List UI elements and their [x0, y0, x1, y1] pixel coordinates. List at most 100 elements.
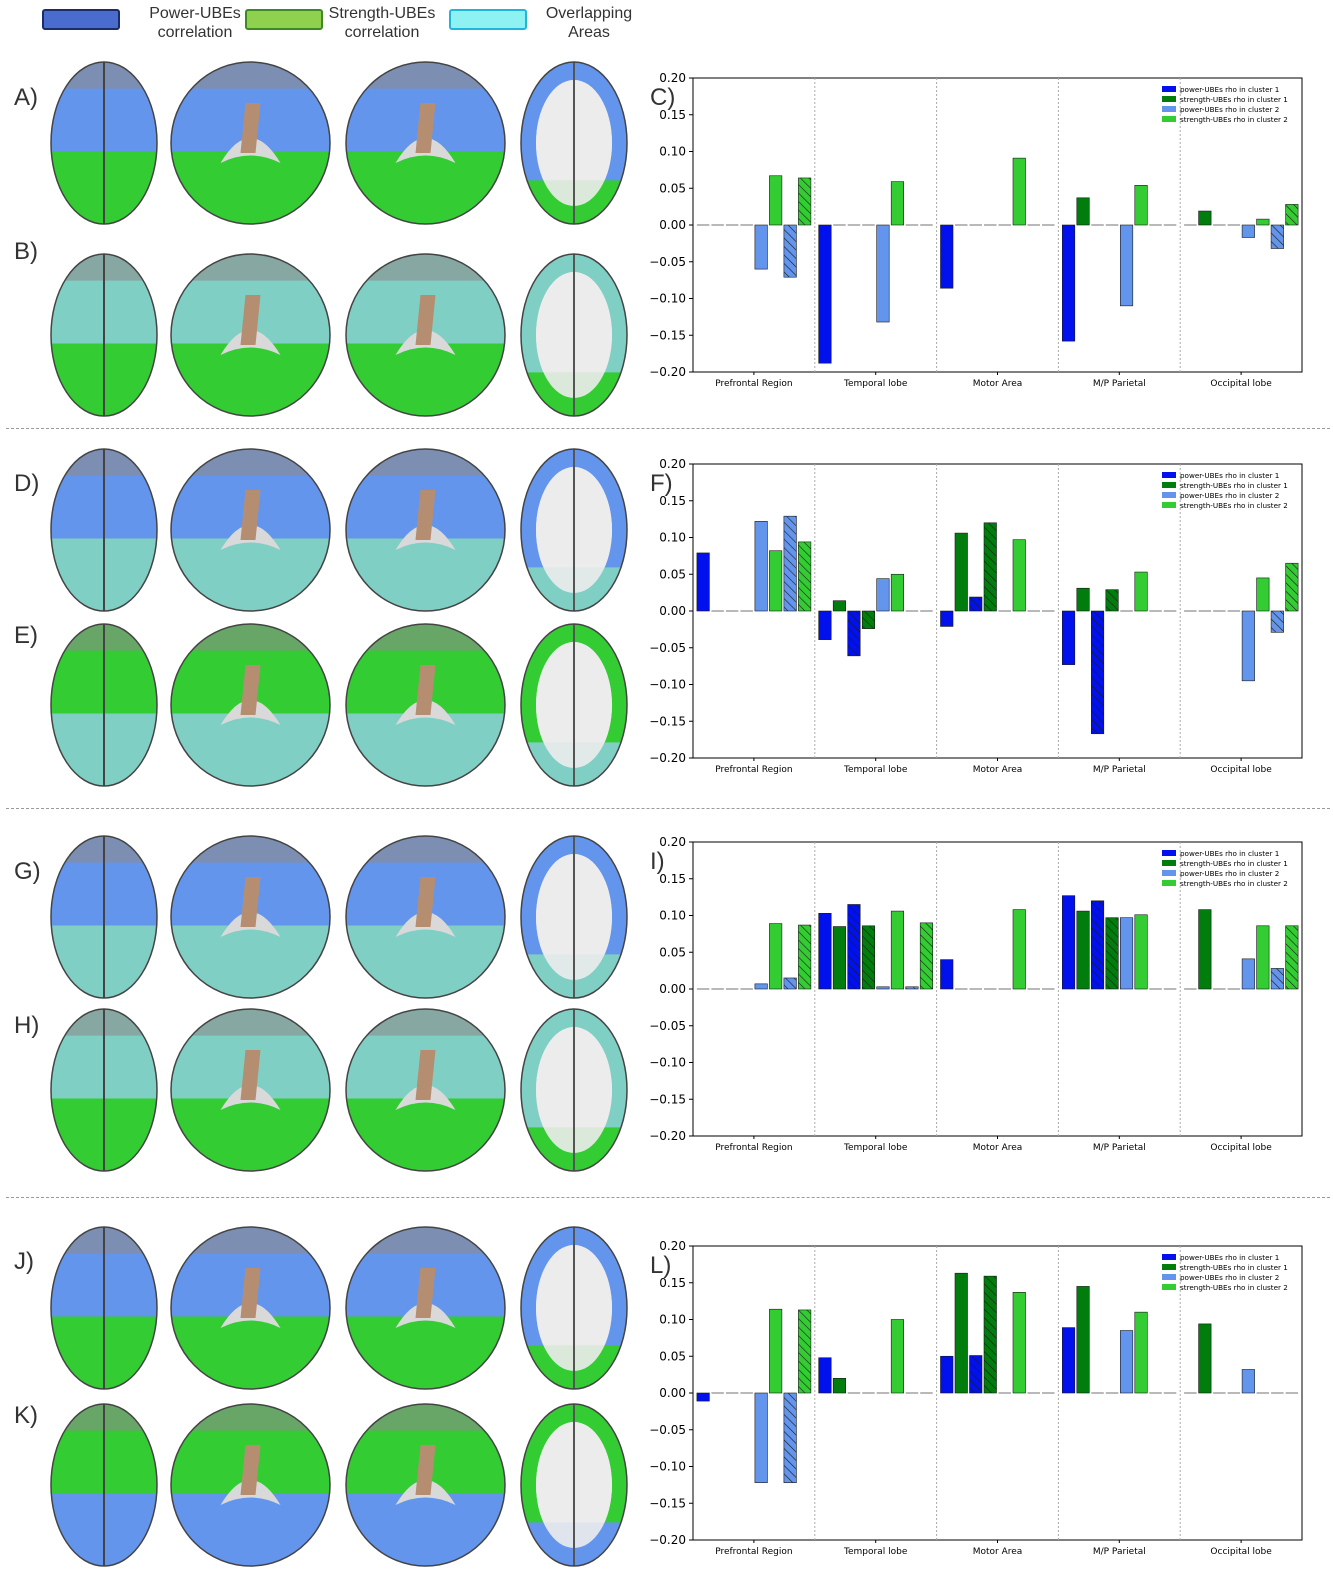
- bar: [1256, 577, 1270, 612]
- bar: [1198, 909, 1212, 990]
- hatched-bar: [798, 924, 812, 990]
- chart-legend-label: strength-UBEs rho in cluster 1: [1180, 859, 1288, 868]
- brain-outline: [50, 1226, 158, 1390]
- chart-legend-label: strength-UBEs rho in cluster 2: [1180, 115, 1288, 124]
- chart-legend-label: strength-UBEs rho in cluster 2: [1180, 501, 1288, 510]
- hatched-bar: [798, 177, 812, 226]
- chart-legend-swatch: [1162, 870, 1176, 876]
- brain-view-2: [170, 1008, 331, 1172]
- chart-legend-swatch: [1162, 1254, 1176, 1260]
- bar: [890, 181, 904, 226]
- brain-region: [171, 151, 330, 224]
- brain-outline: [345, 61, 506, 225]
- brain-view-3: [345, 1403, 506, 1567]
- inner-structure: [415, 295, 436, 345]
- x-tick-label: Prefrontal Region: [715, 1143, 792, 1153]
- inner-structure: [415, 1050, 436, 1100]
- brain-view-1: [50, 61, 158, 225]
- brain-region: [346, 1316, 505, 1389]
- row-label-a: A): [14, 84, 38, 111]
- legend-label-strength-line2: correlation: [344, 24, 420, 41]
- inner-structure: [240, 665, 261, 715]
- brain-region: [346, 1098, 505, 1171]
- y-tick-label: 0.00: [659, 218, 686, 232]
- bar: [1012, 157, 1026, 226]
- y-tick-label: 0.00: [659, 1386, 686, 1400]
- inner-structure: [240, 1445, 261, 1495]
- inner-structure: [415, 490, 436, 540]
- x-tick-label: Temporal lobe: [843, 765, 908, 775]
- bar: [890, 910, 904, 990]
- x-tick-label: Motor Area: [973, 1143, 1023, 1153]
- brain-view-2: [170, 835, 331, 999]
- bar: [1119, 1330, 1134, 1394]
- brain-view-4: [520, 623, 628, 787]
- y-tick-label: −0.20: [650, 365, 686, 379]
- brain-outline: [520, 253, 628, 417]
- y-tick-label: −0.15: [650, 1496, 686, 1510]
- y-tick-label: −0.10: [650, 292, 686, 306]
- bar: [818, 1357, 832, 1394]
- bar: [1076, 587, 1090, 612]
- chart-legend-swatch: [1162, 482, 1176, 488]
- x-tick-label: Occipital lobe: [1210, 1547, 1272, 1557]
- separator-3: [6, 1197, 1330, 1198]
- chart-legend-swatch: [1162, 880, 1176, 886]
- hatched-bar: [1270, 610, 1284, 633]
- brain-region: [171, 713, 330, 786]
- x-tick-label: Prefrontal Region: [715, 1547, 792, 1557]
- bar: [832, 600, 846, 612]
- brain-outline: [345, 1226, 506, 1390]
- hatched-bar: [1105, 917, 1119, 990]
- hatched-bar: [919, 922, 934, 990]
- separator-2: [6, 808, 1330, 809]
- bar: [1012, 1292, 1026, 1394]
- chart-legend-label: power-UBEs rho in cluster 1: [1180, 85, 1279, 94]
- y-tick-label: 0.20: [659, 835, 686, 849]
- brain-view-3: [345, 1008, 506, 1172]
- brain-view-2: [170, 623, 331, 787]
- bar: [818, 224, 832, 364]
- bar: [696, 552, 710, 612]
- chart-l: L) 0.20 0.15 0.10 0.05 0.00 −0.05 −0.10 −0.15 −0…: [650, 1230, 1333, 1557]
- brain-outline: [50, 61, 158, 225]
- inner-structure: [240, 877, 261, 927]
- inner-structure: [415, 1445, 436, 1495]
- brain-view-4: [520, 253, 628, 417]
- chart-f: F) 0.20 0.15 0.10 0.05 0.00 −0.05 −0.10 −0.15 −0…: [650, 448, 1333, 775]
- x-tick-label: M/P Parietal: [1093, 1547, 1146, 1557]
- brain-outline: [345, 835, 506, 999]
- y-tick-label: −0.20: [650, 751, 686, 765]
- y-tick-label: −0.10: [650, 1056, 686, 1070]
- brain-row-b: [48, 250, 648, 425]
- brain-outline: [50, 448, 158, 612]
- chart-legend-label: strength-UBEs rho in cluster 1: [1180, 1263, 1288, 1272]
- bar: [1256, 925, 1270, 990]
- y-tick-label: 0.00: [659, 604, 686, 618]
- bar: [818, 610, 832, 640]
- chart-legend-label: power-UBEs rho in cluster 1: [1180, 471, 1279, 480]
- brain-outline: [345, 623, 506, 787]
- brain-view-4: [520, 1226, 628, 1390]
- brain-view-3: [345, 835, 506, 999]
- bar: [1134, 1311, 1148, 1394]
- x-tick-label: Occipital lobe: [1210, 379, 1272, 389]
- x-tick-label: Temporal lobe: [843, 1547, 908, 1557]
- bar: [754, 1392, 768, 1483]
- brain-region: [171, 925, 330, 998]
- brain-outline: [50, 1403, 158, 1567]
- chart-c-svg: 0.20 0.15 0.10 0.05 0.00 −0.05 −0.10 −0.15 −0.20…: [650, 71, 1303, 389]
- brain-outline: [170, 835, 331, 999]
- y-tick-label: 0.10: [659, 145, 686, 159]
- brain-outline: [345, 1403, 506, 1567]
- inner-structure: [240, 103, 261, 153]
- y-tick-label: 0.05: [659, 1349, 686, 1363]
- bar: [769, 923, 783, 990]
- x-tick-label: Prefrontal Region: [715, 379, 792, 389]
- brain-view-3: [345, 623, 506, 787]
- legend-swatch-strength: [245, 9, 323, 30]
- hatched-bar: [783, 1392, 797, 1483]
- hatched-bar: [1090, 900, 1105, 990]
- inner-structure: [415, 1268, 436, 1318]
- bar: [1198, 210, 1212, 226]
